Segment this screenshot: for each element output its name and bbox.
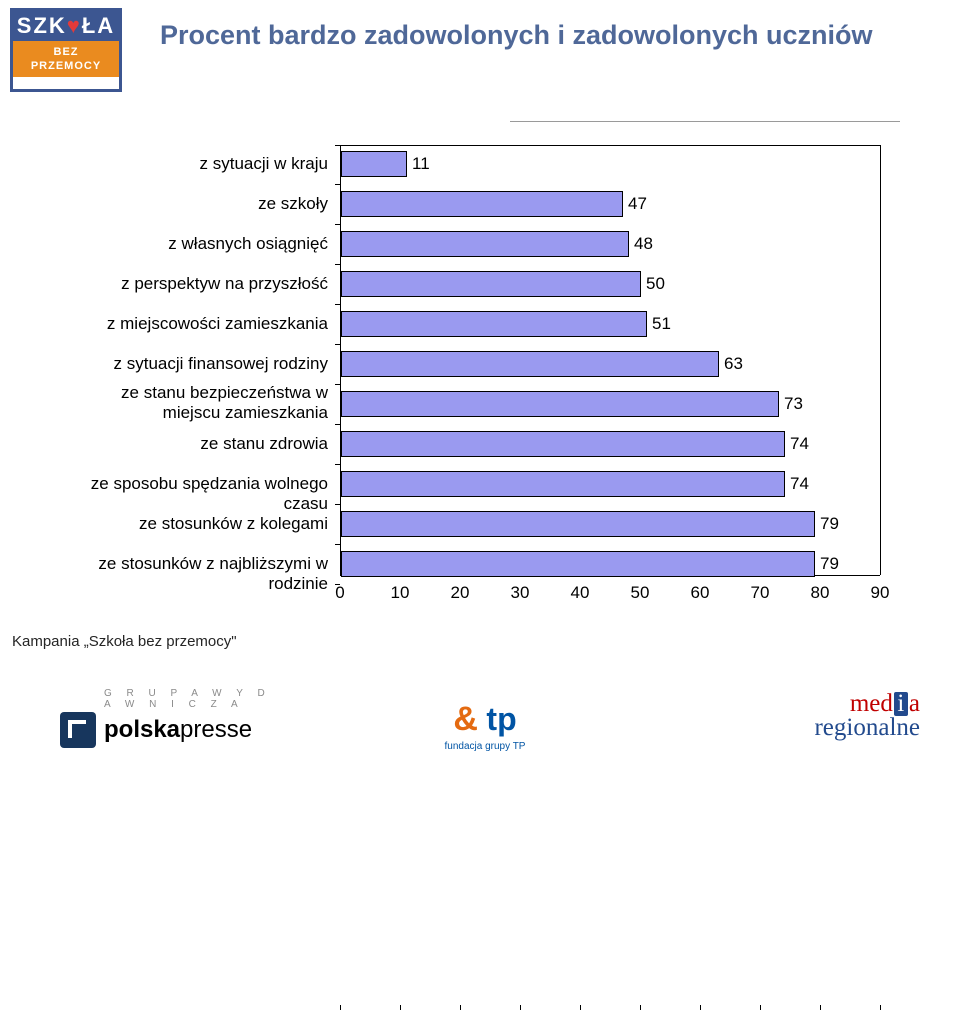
y-tick: [335, 464, 340, 465]
logo-tp: & tp fundacja grupy TP: [430, 700, 540, 752]
x-tick: [640, 1005, 641, 1010]
category-label: ze szkoły: [60, 194, 328, 214]
x-tick-label: 90: [865, 583, 895, 603]
chart-title: Procent bardzo zadowolonych i zadowolony…: [160, 20, 920, 51]
tp-text: tp: [486, 701, 516, 738]
y-tick: [335, 544, 340, 545]
logo-media-regionalne: media regionalne: [814, 692, 920, 740]
logo-szkola-bez-przemocy: SZK♥ŁA BEZ PRZEMOCY: [10, 8, 122, 92]
x-tick: [760, 1005, 761, 1010]
category-label: ze sposobu spędzania wolnego czasu: [60, 474, 328, 514]
bar-value-label: 11: [412, 151, 430, 177]
pp-square-icon: [60, 712, 96, 748]
category-label: ze stosunków z kolegami: [60, 514, 328, 534]
bar: [341, 551, 815, 577]
x-tick-label: 40: [565, 583, 595, 603]
x-tick: [460, 1005, 461, 1010]
logo-text: SZK: [17, 13, 67, 38]
bar-value-label: 48: [634, 231, 653, 257]
bar-value-label: 50: [646, 271, 665, 297]
tp-ampersand-icon: &: [453, 700, 478, 739]
x-tick-label: 30: [505, 583, 535, 603]
mr-i-icon: i: [894, 692, 908, 716]
bar-value-label: 74: [790, 471, 809, 497]
bar: [341, 151, 407, 177]
logo-bez: BEZ: [15, 45, 117, 59]
x-tick-label: 10: [385, 583, 415, 603]
bar-value-label: 63: [724, 351, 743, 377]
bar-value-label: 51: [652, 311, 671, 337]
logo-przemocy: PRZEMOCY: [15, 59, 117, 73]
y-tick: [335, 145, 340, 146]
chart-area: 11 47 48 50 51 63 73 74 74 79 79 z sytuacji w kraj…: [60, 115, 900, 625]
category-label: z sytuacji w kraju: [60, 154, 328, 174]
bar-value-label: 47: [628, 191, 647, 217]
bar: [341, 391, 779, 417]
bar: [341, 511, 815, 537]
logo-top: SZK♥ŁA: [13, 11, 119, 41]
x-tick-label: 70: [745, 583, 775, 603]
pp-overline: G R U P A W Y D A W N I C Z A: [104, 688, 290, 710]
logo-bottom: BEZ PRZEMOCY: [13, 41, 119, 77]
bar-value-label: 73: [784, 391, 803, 417]
x-tick-label: 50: [625, 583, 655, 603]
x-tick: [820, 1005, 821, 1010]
logo-text: ŁA: [82, 13, 115, 38]
y-tick: [335, 184, 340, 185]
mr-line2: regionalne: [814, 716, 920, 740]
y-tick: [335, 304, 340, 305]
x-tick-label: 0: [325, 583, 355, 603]
axis-line: [880, 145, 881, 575]
bar: [341, 191, 623, 217]
x-tick: [700, 1005, 701, 1010]
logo-polskapresse: G R U P A W Y D A W N I C Z A polskapres…: [60, 688, 290, 748]
y-tick: [335, 384, 340, 385]
x-tick-label: 80: [805, 583, 835, 603]
bar-value-label: 79: [820, 511, 839, 537]
bar-value-label: 79: [820, 551, 839, 577]
bar: [341, 431, 785, 457]
y-tick: [335, 424, 340, 425]
bar: [341, 311, 647, 337]
x-tick: [580, 1005, 581, 1010]
category-label: ze stanu bezpieczeństwa w miejscu zamies…: [60, 383, 328, 423]
bar: [341, 271, 641, 297]
mr-line1: media: [814, 692, 920, 716]
tp-subtitle: fundacja grupy TP: [430, 741, 540, 752]
heart-icon: ♥: [67, 13, 82, 38]
chart-plot: 11 47 48 50 51 63 73 74 74 79 79: [340, 145, 880, 575]
footer-logos: G R U P A W Y D A W N I C Z A polskapres…: [0, 658, 960, 758]
bar: [341, 351, 719, 377]
bar: [341, 231, 629, 257]
bar-value-label: 74: [790, 431, 809, 457]
x-tick-label: 20: [445, 583, 475, 603]
x-tick: [880, 1005, 881, 1010]
y-tick: [335, 224, 340, 225]
x-tick: [400, 1005, 401, 1010]
x-tick-label: 60: [685, 583, 715, 603]
category-label: z sytuacji finansowej rodziny: [60, 354, 328, 374]
campaign-caption: Kampania „Szkoła bez przemocy": [12, 633, 237, 650]
top-axis: [340, 145, 880, 146]
bar: [341, 471, 785, 497]
category-label: z miejscowości zamieszkania: [60, 314, 328, 334]
category-label: ze stosunków z najbliższymi w rodzinie: [60, 554, 328, 594]
x-tick: [340, 1005, 341, 1010]
category-label: z perspektyw na przyszłość: [60, 274, 328, 294]
x-tick: [520, 1005, 521, 1010]
subtitle-divider: [510, 121, 900, 122]
y-tick: [335, 344, 340, 345]
category-label: ze stanu zdrowia: [60, 434, 328, 454]
y-tick: [335, 504, 340, 505]
y-tick: [335, 264, 340, 265]
pp-wordmark: polskapresse: [104, 716, 252, 744]
category-label: z własnych osiągnięć: [60, 234, 328, 254]
